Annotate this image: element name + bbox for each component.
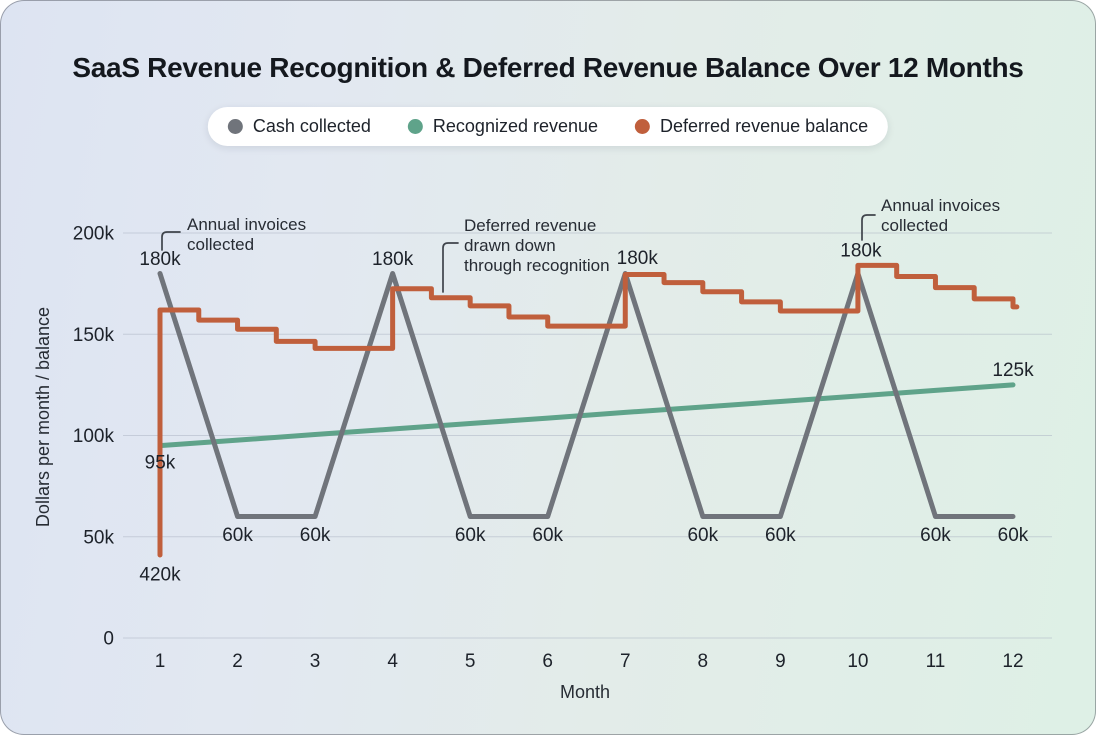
annotation-text: Annual invoices	[881, 196, 1000, 215]
annotation-connector-icon	[442, 242, 459, 293]
x-tick-label: 8	[698, 651, 709, 672]
x-tick-label: 12	[1002, 651, 1023, 672]
y-tick-label: 50k	[83, 527, 114, 548]
legend: Cash collected Recognized revenue Deferr…	[207, 107, 889, 146]
x-tick-label: 10	[847, 651, 868, 672]
point-label: 125k	[992, 360, 1034, 381]
y-axis-title: Dollars per month / balance	[33, 307, 53, 527]
legend-item-deferred-revenue-balance: Deferred revenue balance	[635, 116, 868, 137]
legend-label: Cash collected	[252, 116, 371, 136]
point-label: 180k	[840, 241, 882, 262]
cash-collected-dot-icon	[227, 119, 243, 134]
recognized-revenue-dot-icon	[407, 119, 423, 134]
annotation-connector-icon	[161, 231, 181, 251]
series-cash-collected	[157, 271, 1016, 519]
point-label: 60k	[765, 525, 796, 546]
point-label: 180k	[139, 249, 181, 270]
annotation-connector-icon	[861, 214, 876, 241]
x-tick-label: 1	[155, 651, 166, 672]
point-label: 60k	[920, 525, 951, 546]
x-tick-label: 5	[465, 651, 476, 672]
x-axis-title: Month	[560, 682, 610, 702]
point-label: 180k	[617, 248, 659, 269]
x-tick-label: 6	[542, 651, 553, 672]
annotation-text: collected	[881, 216, 948, 235]
point-label: 180k	[372, 249, 414, 270]
page-title: SaaS Revenue Recognition & Deferred Reve…	[72, 52, 1024, 83]
y-tick-label: 200k	[73, 224, 115, 245]
point-label: 60k	[687, 525, 718, 546]
legend-label: Recognized revenue	[432, 116, 599, 136]
series-recognized-revenue	[157, 382, 1016, 449]
legend-item-recognized-revenue: Recognized revenue	[407, 116, 599, 137]
x-tick-label: 7	[620, 651, 631, 672]
legend-item-cash-collected: Cash collected	[227, 116, 371, 137]
point-label: 60k	[998, 525, 1029, 546]
y-tick-label: 100k	[73, 426, 115, 447]
annotation-text: collected	[187, 235, 254, 254]
x-tick-label: 4	[387, 651, 398, 672]
series-deferred-revenue-balance	[157, 262, 1020, 558]
x-tick-label: 9	[775, 651, 786, 672]
annotation-text: drawn down	[464, 236, 556, 255]
legend-label: Deferred revenue balance	[660, 116, 869, 136]
x-tick-label: 11	[926, 651, 946, 672]
point-label: 420k	[139, 565, 181, 586]
x-tick-label: 3	[310, 651, 321, 672]
point-label: 60k	[300, 525, 331, 546]
deferred-revenue-dot-icon	[635, 119, 651, 134]
point-label: 95k	[145, 452, 176, 473]
x-tick-label: 2	[232, 651, 243, 672]
y-tick-label: 150k	[73, 325, 115, 346]
y-tick-label: 0	[103, 629, 114, 650]
point-label: 60k	[455, 525, 486, 546]
point-label: 60k	[532, 525, 563, 546]
annotation-text: through recognition	[464, 256, 610, 275]
annotation-text: Deferred revenue	[464, 216, 596, 235]
point-label: 60k	[222, 525, 253, 546]
annotation-text: Annual invoices	[187, 215, 306, 234]
